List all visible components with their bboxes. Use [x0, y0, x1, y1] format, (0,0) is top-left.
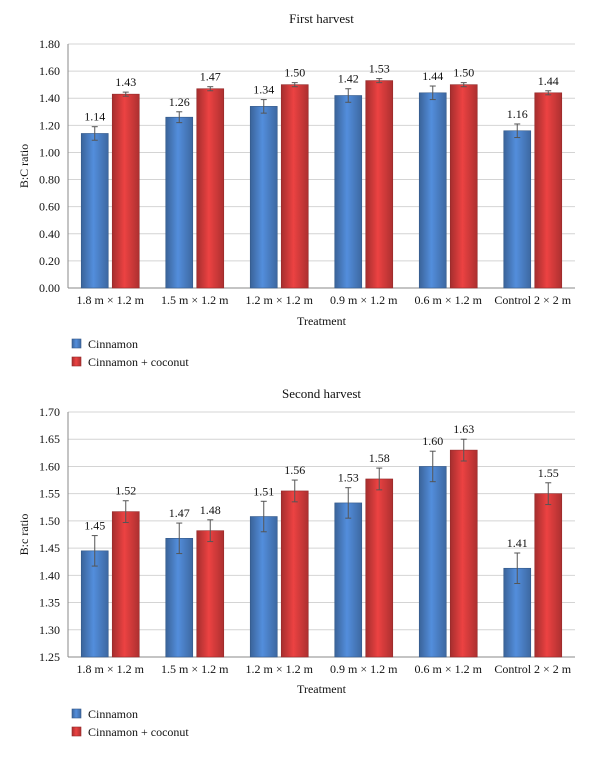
bar-cinnamon: [80, 133, 109, 289]
data-label: 1.45: [84, 519, 105, 533]
y-tick-label: 1.40: [39, 91, 60, 105]
first-harvest-chart: First harvest 0.00 0.20 0.40 0.60 0.80 1.00 1.2…: [17, 11, 575, 369]
y-tick-label: 1.00: [39, 145, 60, 159]
y-tick-label: 1.45: [39, 541, 60, 555]
data-label: 1.48: [200, 503, 221, 517]
x-axis-label: Treatment: [297, 682, 347, 696]
bar-cinnamon: [249, 516, 278, 658]
bar-cinnamon-coconut: [449, 449, 478, 658]
data-label: 1.58: [369, 451, 390, 465]
data-label: 1.50: [284, 66, 305, 80]
data-label: 1.16: [507, 107, 528, 121]
data-label: 1.44: [538, 74, 559, 88]
bar-cinnamon: [503, 130, 532, 289]
bar-cinnamon: [418, 466, 447, 658]
y-tick-label: 0.00: [39, 281, 60, 295]
bar-cinnamon-coconut: [449, 84, 478, 289]
y-tick-label: 1.65: [39, 432, 60, 446]
data-label: 1.55: [538, 466, 559, 480]
bar-cinnamon-coconut: [280, 84, 309, 289]
legend-swatch: [71, 356, 82, 367]
y-tick-label: 1.25: [39, 650, 60, 664]
y-tick-label: 1.30: [39, 623, 60, 637]
y-tick-label: 1.40: [39, 568, 60, 582]
bar-cinnamon: [165, 538, 194, 658]
data-label: 1.47: [200, 70, 221, 84]
data-label: 1.47: [169, 506, 190, 520]
bar-cinnamon-coconut: [111, 511, 140, 658]
chart-title: Second harvest: [282, 386, 361, 401]
x-tick-label: 1.5 m × 1.2 m: [161, 293, 229, 307]
y-tick-label: 1.60: [39, 459, 60, 473]
bar-cinnamon-coconut: [534, 493, 563, 658]
data-label: 1.51: [253, 484, 274, 498]
bar-cinnamon-coconut: [111, 93, 140, 289]
y-tick-label: 1.60: [39, 64, 60, 78]
chart-title: First harvest: [289, 11, 354, 26]
data-label: 1.26: [169, 95, 190, 109]
bar-cinnamon-coconut: [365, 478, 394, 658]
data-label: 1.41: [507, 536, 528, 550]
legend-label: Cinnamon + coconut: [88, 355, 189, 369]
y-axis-label: B:C ratio: [17, 144, 31, 188]
y-tick-label: 1.70: [39, 405, 60, 419]
second-harvest-chart: Second harvest 1.25 1.30 1.35 1.40 1.45 1.50 1.…: [17, 386, 575, 739]
legend-swatch: [71, 338, 82, 349]
bar-cinnamon: [249, 106, 278, 289]
data-label: 1.52: [115, 484, 136, 498]
bar-cinnamon: [334, 95, 363, 289]
bar-cinnamon-coconut: [280, 490, 309, 658]
x-tick-label: 0.9 m × 1.2 m: [330, 662, 398, 676]
y-tick-label: 0.60: [39, 200, 60, 214]
data-label: 1.34: [253, 83, 274, 97]
legend-label: Cinnamon: [88, 707, 138, 721]
data-label: 1.63: [453, 422, 474, 436]
y-tick-label: 1.55: [39, 487, 60, 501]
bar-cinnamon: [418, 92, 447, 289]
bar-cinnamon-coconut: [196, 88, 225, 289]
x-tick-label: Control 2 × 2 m: [494, 662, 571, 676]
x-tick-label: 0.6 m × 1.2 m: [415, 662, 483, 676]
data-label: 1.42: [338, 72, 359, 86]
data-label: 1.14: [84, 110, 105, 124]
legend-label: Cinnamon: [88, 337, 138, 351]
x-tick-label: 1.2 m × 1.2 m: [246, 662, 314, 676]
bar-cinnamon: [334, 502, 363, 658]
bar-cinnamon: [165, 116, 194, 289]
y-tick-label: 0.20: [39, 254, 60, 268]
y-axis-label: B:c ratio: [17, 514, 31, 556]
bar-cinnamon-coconut: [365, 80, 394, 289]
legend-swatch: [71, 726, 82, 737]
data-label: 1.50: [453, 66, 474, 80]
data-label: 1.53: [338, 471, 359, 485]
x-tick-label: 0.6 m × 1.2 m: [415, 293, 483, 307]
y-tick-label: 0.40: [39, 227, 60, 241]
data-label: 1.56: [284, 463, 305, 477]
y-tick-label: 1.35: [39, 596, 60, 610]
legend-swatch: [71, 708, 82, 719]
legend-label: Cinnamon + coconut: [88, 725, 189, 739]
y-tick-label: 0.80: [39, 173, 60, 187]
y-tick-label: 1.80: [39, 37, 60, 51]
x-tick-label: 1.8 m × 1.2 m: [77, 293, 145, 307]
x-tick-label: 1.2 m × 1.2 m: [246, 293, 314, 307]
x-tick-label: 0.9 m × 1.2 m: [330, 293, 398, 307]
data-label: 1.53: [369, 62, 390, 76]
x-tick-label: 1.8 m × 1.2 m: [77, 662, 145, 676]
x-tick-label: 1.5 m × 1.2 m: [161, 662, 229, 676]
bar-cinnamon-coconut: [196, 530, 225, 658]
data-label: 1.43: [115, 75, 136, 89]
bar-cinnamon: [80, 550, 109, 658]
y-tick-label: 1.20: [39, 118, 60, 132]
x-tick-label: Control 2 × 2 m: [494, 293, 571, 307]
bar-cinnamon-coconut: [534, 92, 563, 289]
data-label: 1.44: [422, 69, 443, 83]
x-axis-label: Treatment: [297, 314, 347, 328]
data-label: 1.60: [422, 434, 443, 448]
y-tick-label: 1.50: [39, 514, 60, 528]
